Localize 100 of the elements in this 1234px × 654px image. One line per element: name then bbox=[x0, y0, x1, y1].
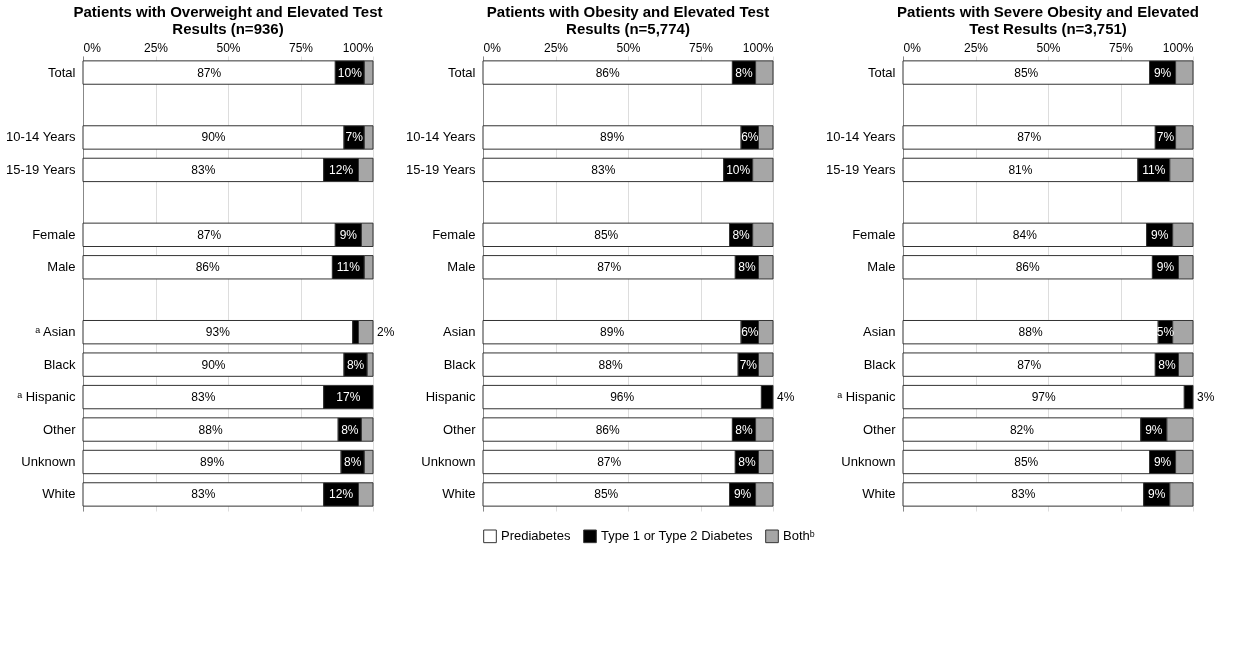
data-label: 83% bbox=[191, 162, 216, 177]
data-label: 83% bbox=[191, 487, 216, 502]
y-tick-label: Black bbox=[43, 356, 76, 372]
y-tick-label: 15-19 Years bbox=[826, 161, 896, 177]
data-label: 12% bbox=[329, 162, 354, 177]
y-tick-label: Asian bbox=[442, 324, 476, 340]
y-tick-label: 10-14 Years bbox=[406, 129, 476, 145]
data-label: 7% bbox=[739, 357, 758, 372]
data-label: 2% bbox=[377, 325, 395, 340]
chart-title: Patients with Obesity and Elevated Test Results (n=5,774) bbox=[486, 3, 770, 37]
data-label: 8% bbox=[735, 65, 753, 80]
x-tick-label: 25% bbox=[543, 40, 569, 55]
data-label: 83% bbox=[191, 390, 216, 405]
y-tick-label: Male bbox=[447, 259, 476, 275]
legend-label: Type 1 or Type 2 Diabetes bbox=[601, 528, 754, 544]
y-tick-label: Female bbox=[852, 226, 896, 242]
data-label: 87% bbox=[1017, 357, 1042, 372]
legend-label: Bothᵇ bbox=[783, 528, 815, 544]
data-label: 9% bbox=[339, 227, 358, 242]
data-label: 6% bbox=[741, 325, 759, 340]
x-tick-label: 75% bbox=[688, 40, 714, 55]
chart-title: Patients with Severe Obesity and Elevated Test Results (n=3,751) bbox=[897, 3, 1199, 37]
data-label: 8% bbox=[346, 357, 365, 372]
y-tick-label: Hispanic bbox=[425, 389, 476, 405]
y-tick-label: ᵃ Hispanic bbox=[837, 389, 896, 405]
y-tick-label: 15-19 Years bbox=[6, 161, 76, 177]
data-label: 7% bbox=[1156, 130, 1175, 145]
y-tick-label: Unknown bbox=[841, 453, 896, 469]
x-tick-label: 0% bbox=[83, 40, 102, 55]
data-label: 17% bbox=[336, 390, 361, 405]
y-tick-label: Other bbox=[862, 421, 897, 437]
y-tick-label: Total bbox=[868, 64, 896, 80]
x-tick-label: 0% bbox=[483, 40, 502, 55]
y-tick-label: Black bbox=[863, 356, 896, 372]
data-label: 85% bbox=[1014, 65, 1039, 80]
x-tick-label: 75% bbox=[288, 40, 314, 55]
y-tick-label: Male bbox=[47, 259, 76, 275]
data-label: 97% bbox=[1031, 390, 1056, 405]
y-tick-label: Total bbox=[48, 64, 76, 80]
data-label: 8% bbox=[1158, 357, 1176, 372]
data-label: 87% bbox=[597, 260, 622, 275]
y-tick-label: Asian bbox=[862, 324, 896, 340]
data-label: 9% bbox=[1145, 422, 1163, 437]
data-label: 9% bbox=[1153, 65, 1172, 80]
data-label: 81% bbox=[1008, 162, 1033, 177]
x-tick-label: 25% bbox=[143, 40, 169, 55]
data-label: 11% bbox=[336, 260, 361, 275]
y-tick-label: White bbox=[42, 486, 76, 502]
data-label: 85% bbox=[594, 227, 619, 242]
x-tick-label: 100% bbox=[342, 40, 374, 55]
x-tick-label: 100% bbox=[742, 40, 774, 55]
x-tick-label: 75% bbox=[1108, 40, 1134, 55]
data-label: 85% bbox=[1014, 454, 1039, 469]
x-tick-label: 50% bbox=[216, 40, 241, 55]
data-label: 90% bbox=[201, 130, 226, 145]
y-tick-label: Male bbox=[867, 259, 896, 275]
y-tick-label: Black bbox=[443, 356, 476, 372]
data-label: 86% bbox=[195, 260, 221, 275]
y-tick-label: 15-19 Years bbox=[406, 161, 476, 177]
data-label: 84% bbox=[1012, 227, 1038, 242]
x-tick-label: 25% bbox=[963, 40, 989, 55]
data-label: 88% bbox=[1018, 325, 1043, 340]
data-label: 83% bbox=[1011, 487, 1036, 502]
data-label: 88% bbox=[198, 422, 223, 437]
x-tick-label: 0% bbox=[903, 40, 922, 55]
x-tick-label: 50% bbox=[1036, 40, 1061, 55]
data-label: 89% bbox=[200, 454, 225, 469]
data-label: 87% bbox=[197, 65, 222, 80]
y-tick-label: Total bbox=[448, 64, 476, 80]
data-label: 93% bbox=[205, 325, 231, 340]
data-label: 87% bbox=[1017, 130, 1042, 145]
data-label: 85% bbox=[594, 487, 619, 502]
data-label: 86% bbox=[595, 65, 621, 80]
data-label: 3% bbox=[1197, 390, 1215, 405]
data-label: 11% bbox=[1142, 162, 1166, 177]
y-tick-label: White bbox=[442, 486, 476, 502]
data-label: 87% bbox=[597, 454, 622, 469]
data-label: 9% bbox=[733, 487, 752, 502]
y-tick-label: Other bbox=[42, 421, 77, 437]
data-label: 10% bbox=[726, 162, 751, 177]
data-label: 8% bbox=[738, 260, 756, 275]
data-label: 88% bbox=[598, 357, 623, 372]
data-label: 8% bbox=[735, 422, 753, 437]
chart-title: Patients with Overweight and Elevated Test Results (n=936) bbox=[73, 3, 383, 37]
data-label: 9% bbox=[1153, 454, 1172, 469]
data-label: 87% bbox=[197, 227, 222, 242]
data-label: 4% bbox=[777, 390, 795, 405]
y-tick-label: Unknown bbox=[21, 453, 76, 469]
y-tick-label: ᵃ Asian bbox=[35, 324, 76, 340]
y-tick-label: Female bbox=[432, 226, 476, 242]
data-label: 89% bbox=[600, 325, 625, 340]
x-tick-label: 100% bbox=[1162, 40, 1194, 55]
legend-label: Prediabetes bbox=[501, 528, 571, 544]
y-tick-label: Female bbox=[32, 226, 76, 242]
data-label: 8% bbox=[738, 454, 756, 469]
y-tick-label: Unknown bbox=[421, 453, 476, 469]
data-label: 83% bbox=[591, 162, 616, 177]
data-label: 96% bbox=[610, 390, 635, 405]
data-label: 9% bbox=[1148, 487, 1166, 502]
data-label: 86% bbox=[595, 422, 621, 437]
